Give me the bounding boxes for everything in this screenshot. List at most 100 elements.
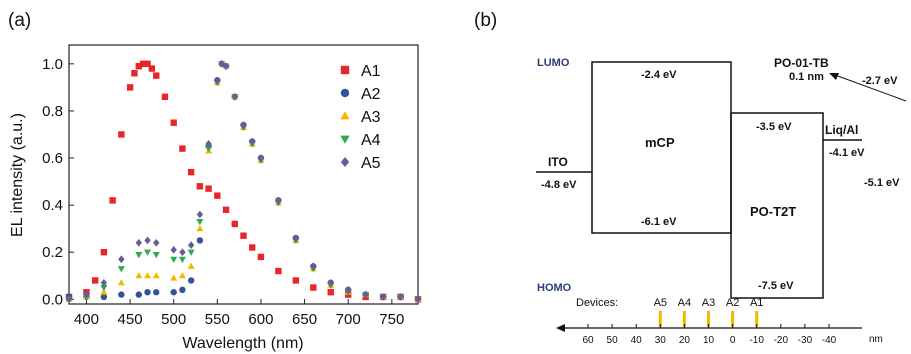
data-point bbox=[196, 224, 204, 232]
series-a5 bbox=[65, 59, 422, 304]
data-point bbox=[139, 60, 147, 68]
y-tick-label: 0.6 bbox=[42, 150, 63, 167]
data-point bbox=[187, 241, 195, 249]
dopant-thickness: 0.1 nm bbox=[789, 71, 824, 83]
homo-label: HOMO bbox=[537, 282, 572, 294]
legend-label-a1: A1 bbox=[361, 63, 381, 80]
data-point bbox=[170, 246, 177, 254]
position-axis-arrowhead bbox=[556, 324, 565, 332]
data-point bbox=[310, 284, 317, 291]
device-markers: A5 A4 A3 A2 A1 bbox=[654, 297, 763, 327]
data-point bbox=[152, 251, 160, 259]
dopant-lumo: -2.7 eV bbox=[862, 75, 898, 87]
data-point bbox=[257, 154, 265, 162]
position-tick-label: -10 bbox=[749, 335, 764, 346]
data-point bbox=[100, 288, 108, 295]
legend-marker-a3 bbox=[340, 111, 350, 120]
data-point bbox=[170, 256, 178, 263]
data-point bbox=[153, 289, 160, 296]
position-tick-label: 10 bbox=[703, 335, 715, 346]
position-tick-label: 30 bbox=[655, 335, 667, 346]
device-name-a4: A4 bbox=[678, 297, 691, 309]
data-point bbox=[196, 219, 204, 226]
dopant-pointer-arrow bbox=[834, 74, 907, 102]
device-name-a1: A1 bbox=[750, 297, 763, 309]
mcp-name: mCP bbox=[645, 135, 675, 150]
data-point bbox=[118, 255, 125, 264]
ito-name: ITO bbox=[548, 155, 568, 169]
position-axis-unit: nm bbox=[869, 334, 883, 345]
data-point bbox=[178, 256, 186, 263]
plot-area-frame bbox=[68, 44, 419, 305]
data-point bbox=[327, 289, 334, 296]
y-tick-label: 0.4 bbox=[42, 197, 63, 214]
data-point bbox=[196, 183, 204, 190]
y-tick-label: 0.8 bbox=[42, 103, 63, 120]
data-point bbox=[310, 262, 317, 271]
device-marker-a4 bbox=[682, 311, 686, 327]
data-point bbox=[118, 291, 125, 298]
data-point bbox=[231, 92, 238, 101]
x-tick-label: 400 bbox=[74, 311, 99, 328]
po-t2t-name: PO-T2T bbox=[750, 204, 796, 219]
energy-level-diagram: LUMO HOMO ITO -4.8 eV -2.4 eV mCP -6.1 e… bbox=[536, 56, 907, 346]
y-tick-label: 0.0 bbox=[42, 291, 63, 308]
data-point bbox=[275, 267, 282, 275]
data-point bbox=[187, 277, 195, 284]
panel-a-label: (a) bbox=[8, 10, 31, 31]
data-point bbox=[249, 137, 256, 146]
panel-b-label: (b) bbox=[474, 10, 497, 31]
data-point bbox=[196, 210, 204, 219]
po-t2t-box bbox=[730, 112, 824, 299]
liq-al-name: Liq/Al bbox=[825, 123, 858, 137]
data-point bbox=[170, 274, 178, 281]
data-point bbox=[100, 284, 108, 292]
x-axis-label: Wavelength (nm) bbox=[182, 335, 303, 352]
data-point bbox=[397, 293, 404, 301]
data-point bbox=[161, 93, 169, 100]
data-point bbox=[153, 72, 160, 79]
x-tick-label: 450 bbox=[118, 311, 143, 328]
legend-marker-a5 bbox=[340, 156, 350, 168]
ito-level: -4.8 eV bbox=[541, 179, 577, 191]
data-point bbox=[170, 119, 177, 126]
legend-marker-a4 bbox=[340, 135, 350, 144]
data-point bbox=[144, 249, 152, 256]
data-point bbox=[170, 289, 177, 296]
legend-label-a2: A2 bbox=[361, 86, 381, 103]
dopant-name: PO-01-TB bbox=[774, 56, 829, 70]
data-point bbox=[126, 84, 134, 91]
position-tick-label: 0 bbox=[730, 335, 736, 346]
device-name-a3: A3 bbox=[702, 297, 715, 309]
data-point bbox=[222, 206, 230, 214]
data-point bbox=[135, 291, 142, 298]
dopant-pointer-arrowhead bbox=[829, 73, 839, 80]
lumo-label: LUMO bbox=[537, 57, 570, 69]
legend-label-a3: A3 bbox=[361, 109, 381, 126]
data-point bbox=[222, 62, 230, 71]
legend: A1 A2 A3 A4 A5 bbox=[340, 63, 381, 172]
device-marker-a2 bbox=[731, 311, 735, 327]
data-point bbox=[187, 249, 195, 256]
data-point bbox=[135, 62, 142, 70]
x-tick-label: 550 bbox=[205, 311, 230, 328]
data-point bbox=[148, 65, 156, 72]
legend-marker-a2 bbox=[340, 88, 350, 98]
y-tick-label: 1.0 bbox=[42, 56, 63, 73]
x-axis-ticks: 400 450 500 550 600 650 700 750 bbox=[74, 299, 404, 328]
data-point bbox=[362, 290, 369, 299]
data-point bbox=[179, 286, 186, 294]
data-point bbox=[179, 145, 186, 152]
data-point bbox=[292, 277, 300, 284]
device-name-a2: A2 bbox=[726, 297, 739, 309]
data-point bbox=[240, 232, 247, 239]
device-name-a5: A5 bbox=[654, 297, 667, 309]
data-series-markers bbox=[65, 59, 422, 304]
position-tick-label: 40 bbox=[631, 335, 643, 346]
data-point bbox=[249, 244, 256, 251]
devices-label: Devices: bbox=[576, 297, 618, 309]
position-tick-label: 60 bbox=[582, 335, 594, 346]
data-point bbox=[144, 60, 151, 68]
po-t2t-homo: -7.5 eV bbox=[758, 280, 794, 292]
